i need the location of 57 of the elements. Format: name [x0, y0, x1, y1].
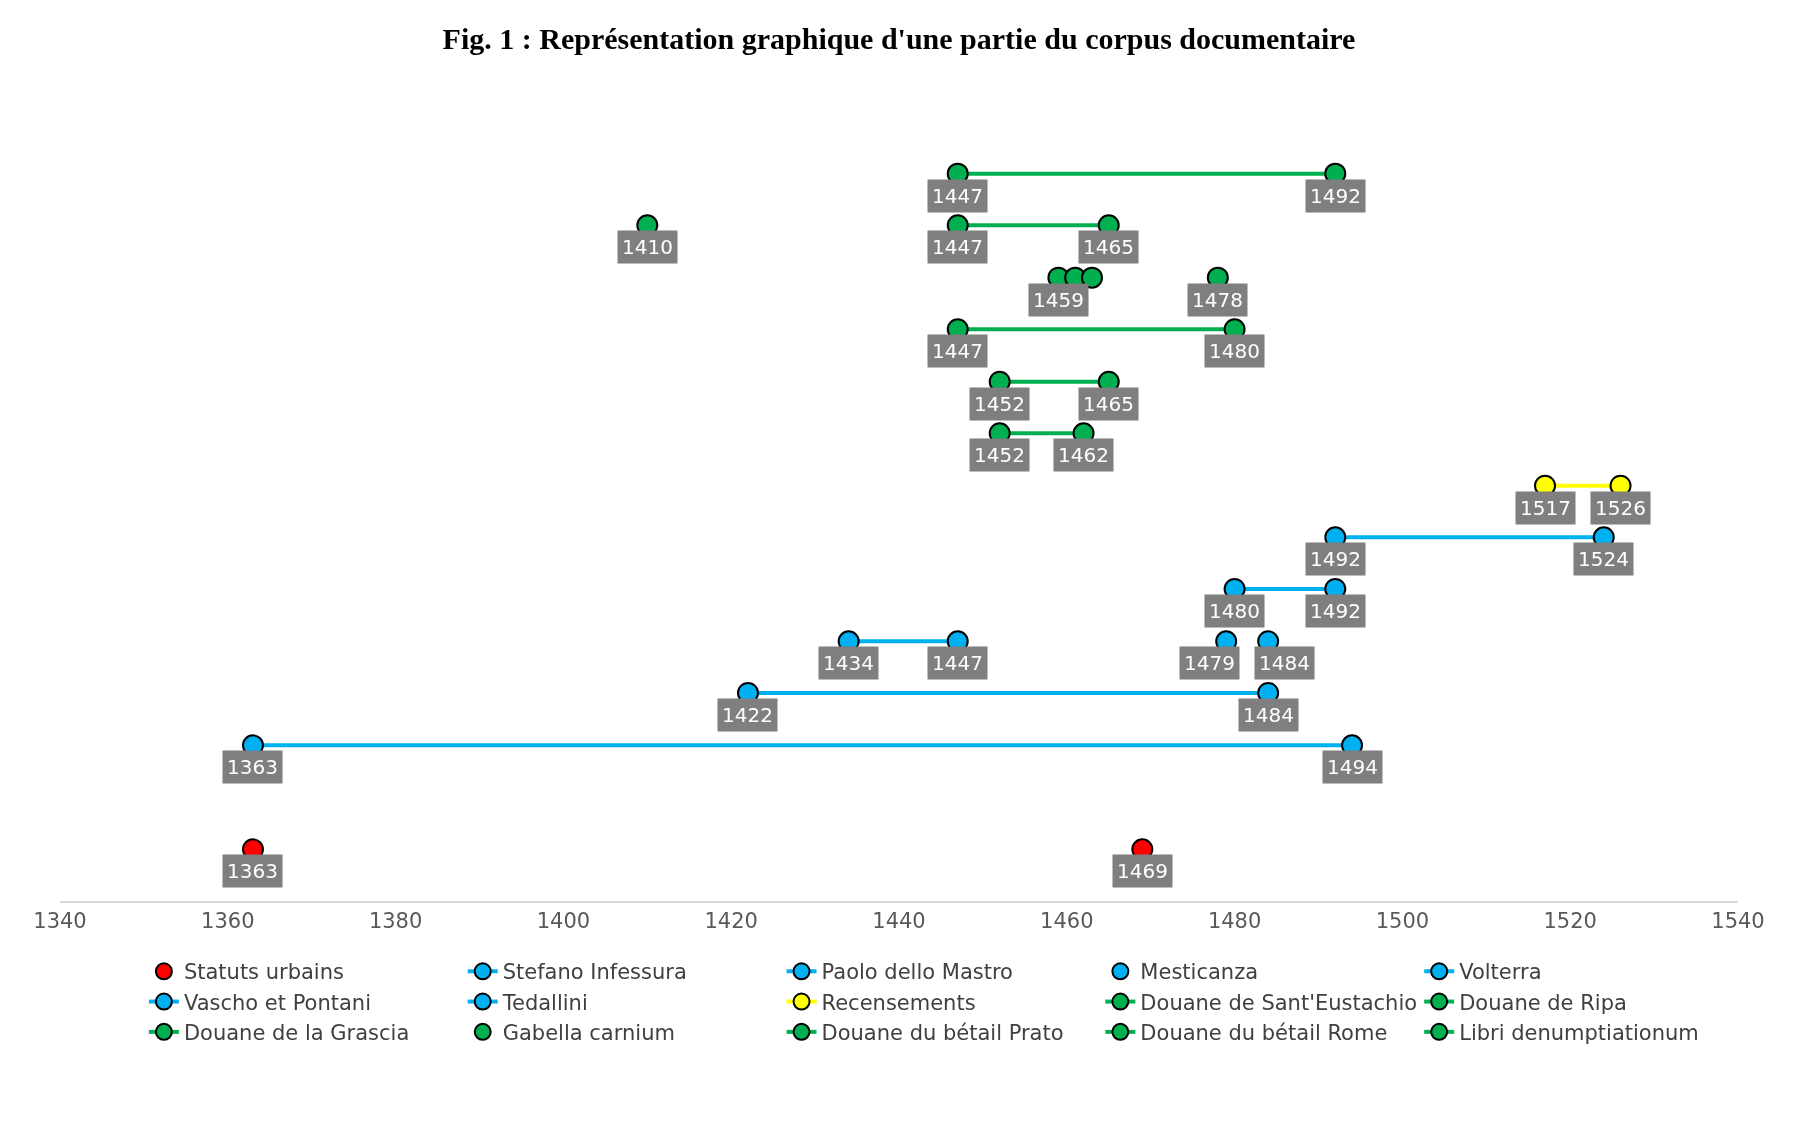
legend-label: Volterra: [1459, 960, 1542, 985]
annotation: 1524: [1578, 547, 1629, 571]
annotation: 1410: [622, 235, 673, 259]
x-tick-label: 1440: [872, 909, 926, 934]
legend-label: Douane de Ripa: [1459, 990, 1627, 1015]
legend-label: Tedallini: [501, 990, 588, 1015]
x-tick-label: 1520: [1543, 909, 1597, 934]
annotation: 1452: [974, 443, 1025, 467]
legend-label: Vascho et Pontani: [183, 990, 371, 1015]
annotation: 1517: [1520, 496, 1571, 520]
annotation: 1494: [1327, 755, 1378, 779]
x-tick-label: 1340: [33, 909, 87, 934]
annotation: 1422: [722, 703, 773, 727]
legend-label: Statuts urbains: [183, 960, 344, 985]
chart-title: Fig. 1 : Représentation graphique d'une partie du corpus documentaire: [442, 22, 1356, 56]
legend-label: Paolo dello Mastro: [821, 960, 1013, 985]
annotation: 1465: [1083, 235, 1134, 259]
annotation: 1479: [1184, 651, 1235, 675]
x-tick-label: 1500: [1375, 909, 1430, 934]
annotation: 1363: [227, 755, 278, 779]
annotation: 1484: [1259, 651, 1310, 675]
legend-label: Stefano Infessura: [502, 960, 687, 985]
annotation: 1492: [1310, 547, 1361, 571]
annotation: 1480: [1209, 599, 1260, 623]
annotation: 1452: [974, 392, 1025, 416]
x-tick-label: 1380: [368, 909, 423, 934]
annotation: 1469: [1117, 859, 1168, 883]
annotation: 1447: [932, 651, 983, 675]
legend-label: Recensements: [821, 990, 976, 1015]
x-tick-label: 1460: [1040, 909, 1094, 934]
annotation: 1492: [1310, 599, 1361, 623]
annotation: 1484: [1243, 703, 1294, 727]
legend-label: Douane du bétail Rome: [1140, 1021, 1388, 1046]
annotation: 1465: [1083, 392, 1134, 416]
annotation: 1459: [1033, 288, 1084, 312]
annotation: 1447: [932, 184, 983, 208]
annotation: 1478: [1192, 288, 1243, 312]
x-tick-label: 1400: [536, 909, 591, 934]
annotation: 1447: [932, 339, 983, 363]
x-tick-label: 1480: [1207, 909, 1262, 934]
annotation: 1434: [823, 651, 874, 675]
x-tick-label: 1540: [1711, 909, 1765, 934]
legend-label: Mesticanza: [1140, 960, 1259, 985]
annotation: 1363: [227, 859, 278, 883]
point: [1080, 266, 1103, 289]
annotation: 1480: [1209, 339, 1260, 363]
x-tick-label: 1420: [704, 909, 758, 934]
legend-label: Douane du bétail Prato: [821, 1021, 1064, 1046]
legend-label: Libri denumptiationum: [1459, 1021, 1699, 1046]
annotation: 1526: [1595, 496, 1646, 520]
x-tick-label: 1360: [201, 909, 255, 934]
annotation: 1492: [1310, 184, 1361, 208]
legend-label: Gabella carnium: [502, 1021, 675, 1046]
legend-label: Douane de Sant'Eustachio: [1140, 990, 1418, 1015]
annotation: 1462: [1058, 443, 1109, 467]
legend-label: Douane de la Grascia: [183, 1021, 410, 1046]
annotation: 1447: [932, 235, 983, 259]
